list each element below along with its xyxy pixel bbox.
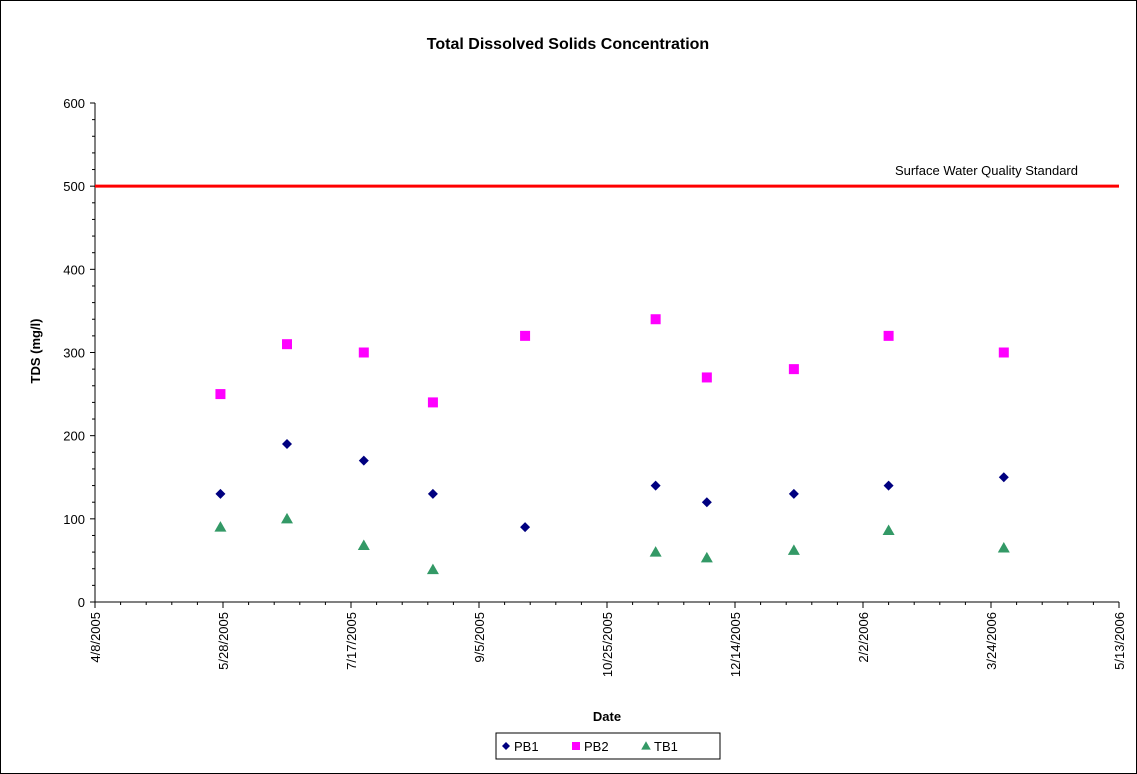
data-point-pb1 [427, 488, 438, 499]
data-point-pb1 [883, 480, 894, 491]
series-tb1 [214, 512, 1010, 575]
series-pb1 [215, 438, 1009, 533]
data-point-tb1 [700, 551, 713, 563]
y-tick-label: 500 [63, 179, 85, 194]
data-point-pb2 [358, 347, 369, 358]
x-tick-label: 2/2/2006 [856, 612, 871, 663]
data-point-pb2 [701, 372, 712, 383]
legend: PB1 PB2 TB1 [495, 732, 721, 760]
x-tick-label: 12/14/2005 [728, 612, 743, 677]
data-point-pb2 [282, 339, 292, 350]
y-tick-label: 400 [63, 262, 85, 277]
legend-marker-pb1 [502, 742, 510, 750]
x-tick-label: 7/17/2005 [344, 612, 359, 670]
reference-line-group: Surface Water Quality Standard [95, 163, 1119, 188]
data-point-pb1 [358, 455, 369, 466]
legend-marker-tb1 [641, 741, 651, 750]
data-point-pb2 [998, 347, 1009, 358]
axes: 0 100 200 300 400 500 600 4/8/2005 5/28/2005 7/17… [63, 96, 1127, 677]
data-point-pb1 [215, 488, 226, 499]
legend-box [495, 732, 721, 760]
y-tick-label: 600 [63, 96, 85, 111]
data-point-pb2 [650, 314, 661, 325]
x-tick-label: 5/13/2006 [1112, 612, 1127, 670]
data-point-pb1 [282, 438, 292, 449]
y-tick-label: 300 [63, 346, 85, 361]
data-point-pb2 [427, 397, 438, 408]
data-point-pb2 [883, 330, 894, 341]
data-point-tb1 [882, 524, 895, 535]
data-point-pb1 [701, 497, 712, 508]
data-point-pb2 [215, 389, 226, 400]
data-point-pb1 [788, 488, 799, 499]
data-points [214, 314, 1010, 575]
data-point-pb1 [650, 480, 661, 491]
x-tick-label: 10/25/2005 [600, 612, 615, 677]
data-point-pb1 [998, 472, 1009, 483]
reference-line-label: Surface Water Quality Standard [895, 163, 1078, 178]
x-axis-label: Date [593, 709, 621, 724]
data-point-tb1 [214, 521, 227, 532]
legend-label-tb1: TB1 [654, 739, 678, 754]
legend-marker-pb2 [572, 742, 580, 750]
y-tick-label: 200 [63, 429, 85, 444]
x-tick-label: 5/28/2005 [216, 612, 231, 670]
data-point-tb1 [787, 544, 800, 555]
x-tick-label: 9/5/2005 [472, 612, 487, 663]
y-tick-label: 100 [63, 512, 85, 527]
data-point-pb2 [520, 330, 531, 341]
y-tick-label: 0 [78, 595, 85, 610]
x-tick-label: 3/24/2006 [984, 612, 999, 670]
x-tick-label: 4/8/2005 [88, 612, 103, 663]
data-point-pb2 [788, 364, 799, 375]
data-point-tb1 [649, 546, 662, 557]
series-pb2 [215, 314, 1009, 408]
data-point-tb1 [357, 539, 370, 550]
legend-label-pb1: PB1 [514, 739, 539, 754]
data-point-tb1 [281, 512, 293, 524]
data-point-tb1 [997, 541, 1010, 553]
legend-label-pb2: PB2 [584, 739, 609, 754]
data-point-pb1 [520, 522, 531, 533]
chart-title: Total Dissolved Solids Concentration [427, 36, 709, 53]
data-point-tb1 [426, 563, 439, 575]
y-axis-label: TDS (mg/l) [28, 319, 43, 384]
